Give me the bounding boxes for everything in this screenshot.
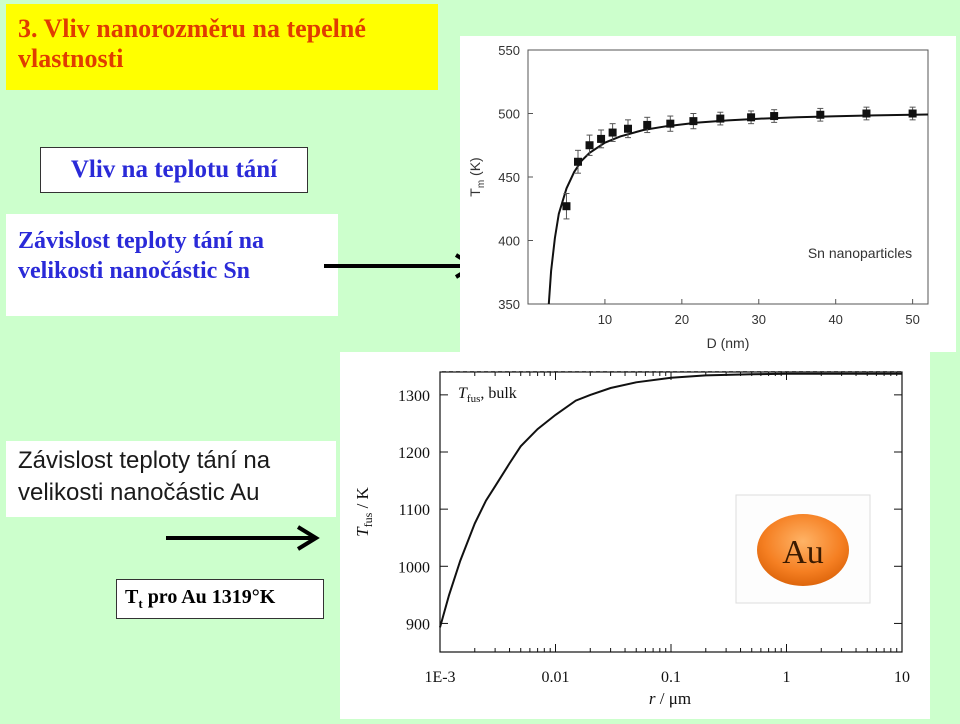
sn-chart-panel: 10 20 30 40 50 350 400 450 500 550 Sn nanoparticl… [460,36,956,352]
sn-data-point [608,123,617,142]
au-y-tick-label: 1200 [398,445,430,462]
au-x-tick-label: 0.01 [542,669,570,686]
sn-data-point [574,149,582,174]
sn-data-point [643,116,652,134]
sn-y-tick-label: 450 [498,170,520,185]
sn-plot-frame [527,49,929,305]
sn-data-point [908,106,917,121]
title-line-1: 3. Vliv nanorozměru na tepelné [18,14,366,43]
sn-data-point [816,107,825,122]
sn-caption-line-2: velikosti nanočástic Sn [18,258,251,284]
arrow-to-au-chart [166,525,320,551]
au-bulk-annotation: Tfus, bulk [458,385,517,405]
subtitle: Vliv na teplotu tání [40,147,308,193]
tt-subscript: t [138,596,143,611]
sn-caption: Závislost teploty tání na velikosti nano… [6,214,338,316]
au-melting-point-note: Tt pro Au 1319°K [116,579,324,619]
au-caption-line-1: Závislost teploty tání na [18,447,271,474]
au-caption: Závislost teploty tání na velikosti nano… [6,441,336,517]
au-chart: 1E-3 0.01 0.1 1 10 900 1000 1100 1200 1300 Tfus, … [353,371,910,708]
au-x-tick-label: 0.1 [661,669,681,686]
au-chart-panel: 1E-3 0.01 0.1 1 10 900 1000 1100 1200 1300 Tfus, … [340,352,930,719]
au-y-tick-label: 1100 [399,502,430,519]
au-caption-line-2: velikosti nanočástic Au [18,479,260,506]
au-melting-curve [439,372,902,628]
sn-caption-line-1: Závislost teploty tání na [18,228,265,254]
sn-data-point [747,110,756,125]
au-badge-label: Au [782,534,824,571]
sn-data-point [624,119,632,139]
arrow-to-sn-chart [324,253,478,279]
sn-y-tick-label: 550 [498,43,520,58]
sn-x-axis-label: D (nm) [707,335,750,351]
au-y-tick-label: 1300 [398,388,430,405]
sn-data-point [716,111,725,126]
sn-y-tick-label: 500 [498,107,520,122]
sn-y-tick-label: 350 [498,297,520,312]
sn-fit-curve [547,113,929,305]
au-sphere-icon [757,514,849,586]
au-x-axis-label: r / μm [649,689,691,708]
tt-symbol: T [125,586,139,608]
sn-legend: Sn nanoparticles [808,245,912,261]
au-y-tick-label: 900 [406,616,430,633]
sn-data-point [666,115,675,132]
sn-data-point [770,109,779,123]
tt-value: pro Au 1319°K [142,586,276,608]
sn-x-tick-label: 10 [598,312,612,327]
sn-chart: 10 20 30 40 50 350 400 450 500 550 Sn nanoparticl… [467,43,929,351]
sn-x-tick-label: 50 [905,312,919,327]
slide-title: 3. Vliv nanorozměru na tepelné vlastnost… [6,4,438,90]
au-x-tick-label: 1 [783,669,791,686]
sn-x-tick-label: 30 [752,312,766,327]
sn-y-axis-label: Tm (K) [467,157,487,196]
au-y-axis-label: Tfus / K [353,486,375,536]
sn-x-tick-label: 40 [828,312,842,327]
title-line-2: vlastnosti [18,44,124,73]
sn-data-point [597,129,606,149]
sn-data-point [862,106,871,121]
au-nanoparticle-badge: Au [735,494,871,604]
sn-data-point [689,113,698,130]
sn-x-tick-label: 20 [675,312,689,327]
au-y-tick-label: 1000 [398,559,430,576]
sn-data-point [562,193,571,220]
au-x-tick-label: 10 [894,669,910,686]
sn-data-point [585,134,594,156]
au-x-tick-label: 1E-3 [424,669,455,686]
sn-y-tick-label: 400 [498,234,520,249]
